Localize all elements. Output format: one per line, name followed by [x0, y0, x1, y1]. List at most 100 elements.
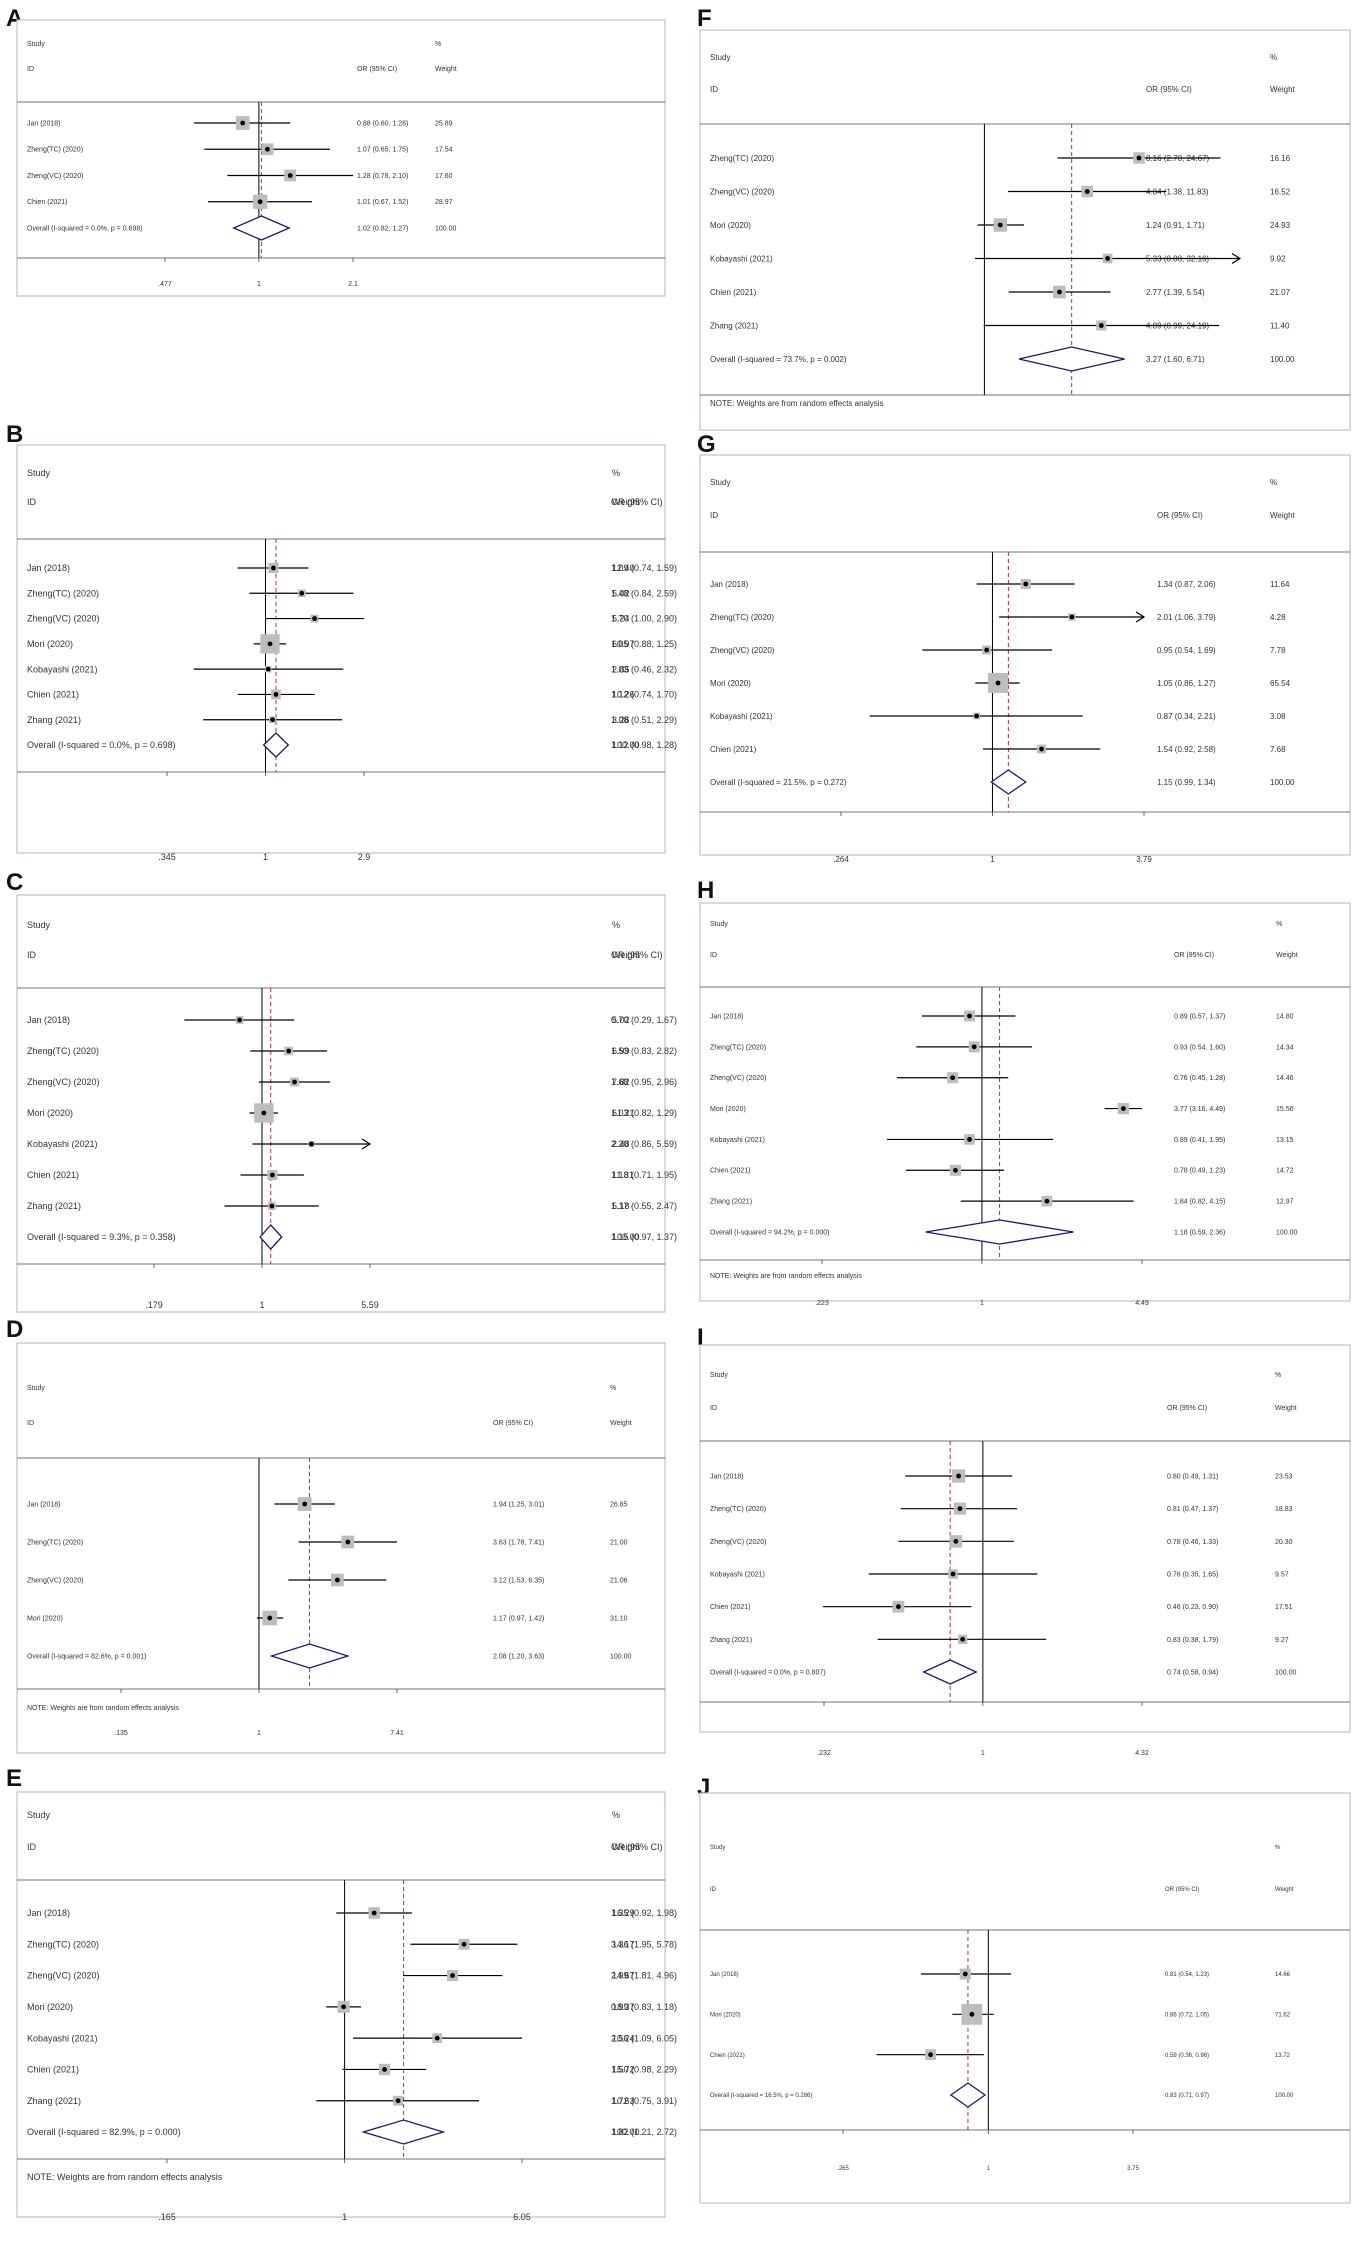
header-study: Study	[710, 53, 730, 62]
study-ci-text: 4.04 (1.38, 11.83)	[1146, 187, 1209, 196]
study-label: Kobayashi (2021)	[27, 664, 98, 674]
overall-label: Overall (I-squared = 82.6%, p = 0.001)	[27, 1653, 146, 1660]
header-id: ID	[710, 952, 717, 959]
study-point	[969, 2011, 975, 2017]
study-weight-text: 5.02	[612, 588, 630, 598]
header-percent: %	[1270, 478, 1277, 487]
study-weight-text: 7.68	[1270, 745, 1286, 754]
study-ci-text: 3.77 (3.16, 4.49)	[1174, 1106, 1225, 1113]
study-weight-text: 16.16	[1270, 154, 1291, 163]
study-weight-text: 15.56	[1276, 1106, 1294, 1113]
study-ci-text: 1.54 (0.92, 2.58)	[1157, 745, 1216, 754]
overall-weight-text: 100.00	[1275, 2093, 1294, 2099]
study-ci-text: 0.89 (0.41, 1.95)	[1174, 1137, 1225, 1144]
study-point	[962, 1971, 968, 1977]
overall-label: Overall (I-squared = 94.2%, p = 0.000)	[710, 1229, 829, 1236]
study-label: Zheng(VC) (2020)	[710, 1539, 766, 1546]
header-weight: Weight	[1275, 1405, 1297, 1412]
study-point	[267, 641, 273, 647]
study-point	[1098, 323, 1104, 328]
study-label: Jan (2018)	[27, 563, 70, 573]
study-ci-text: 1.68 (0.95, 2.96)	[611, 1077, 677, 1087]
study-weight-text: 7.82	[612, 1077, 630, 1087]
header-measure: OR (95% CI)	[493, 1420, 533, 1427]
study-weight-text: 17.60	[435, 173, 453, 180]
study-ci-text: 3.12 (1.53, 6.35)	[493, 1577, 544, 1584]
study-label: Chien (2021)	[710, 745, 757, 754]
study-point	[287, 173, 293, 178]
study-point	[971, 1044, 977, 1050]
study-label: Zhang (2021)	[710, 1637, 752, 1644]
header-weight: Weight	[435, 66, 457, 73]
study-weight-text: 20.30	[1275, 1539, 1293, 1546]
study-weight-text: 11.40	[1270, 321, 1290, 330]
study-point	[950, 1571, 956, 1577]
study-point	[257, 199, 263, 205]
study-ci-text: 0.59 (0.36, 0.96)	[1165, 2053, 1209, 2059]
study-ci-text: 0.81 (0.54, 1.23)	[1165, 1972, 1209, 1978]
study-weight-text: 17.51	[1275, 1604, 1293, 1611]
panel-letter: G	[697, 431, 716, 458]
study-label: Kobayashi (2021)	[710, 1137, 765, 1144]
study-ci-text: 1.34 (0.87, 2.06)	[1157, 580, 1216, 589]
study-weight-text: 14.67	[612, 1971, 635, 1981]
forest-panel-g: G Study ID% OR (95% CI) Weight Jan (2018) 1.34…	[697, 431, 1351, 864]
study-weight-text: 6.99	[612, 1046, 630, 1056]
study-point	[1057, 289, 1062, 295]
overall-diamond	[262, 732, 290, 758]
overall-ci-text: 0.74 (0.58, 0.94)	[1167, 1669, 1218, 1676]
header-study: Study	[710, 478, 730, 487]
overall-diamond	[922, 1659, 978, 1685]
study-label: Zheng(TC) (2020)	[710, 613, 774, 622]
study-label: Chien (2021)	[27, 2065, 79, 2075]
forest-panel-i: I Study ID% OR (95% CI) Weight Jan (2018) 0.80…	[697, 1324, 1351, 1757]
panel-frame	[699, 1792, 1351, 2204]
forest-panel-b: B Study ID% OR (95% CI)Weight Jan (2018) 1.09…	[6, 421, 677, 862]
x-tick-label: 3.79	[1136, 855, 1152, 864]
header-id: ID	[27, 66, 34, 73]
header-id: ID	[710, 1887, 717, 1893]
x-tick-label: .345	[158, 852, 176, 862]
study-ci-text: 1.17 (0.55, 2.47)	[611, 1201, 677, 1211]
header-id: ID	[27, 1420, 34, 1427]
study-weight-text: 17.54	[435, 147, 453, 154]
study-ci-text: 1.24 (0.91, 1.71)	[1146, 221, 1205, 230]
study-label: Jan (2018)	[710, 1972, 739, 1978]
overall-weight-text: 100.00	[1276, 1229, 1298, 1236]
study-weight-text: 9.27	[1275, 1637, 1289, 1644]
overall-label: Overall (I-squared = 16.5%, p = 0.286)	[710, 2093, 812, 2099]
study-weight-text: 9.57	[1275, 1571, 1289, 1578]
header-measure: OR (95% CI)	[611, 497, 663, 507]
study-weight-text: 10.24	[612, 2033, 635, 2043]
overall-ci-text: 3.27 (1.60, 6.71)	[1146, 355, 1205, 364]
study-point	[261, 1110, 267, 1116]
header-study: Study	[710, 921, 728, 928]
study-point	[1136, 155, 1142, 161]
study-label: Kobayashi (2021)	[710, 712, 773, 721]
header-percent: %	[435, 41, 441, 48]
overall-diamond	[925, 1219, 1074, 1245]
header-study: Study	[710, 1845, 725, 1851]
study-point	[267, 1615, 273, 1621]
header-weight: Weight	[1270, 511, 1296, 520]
header-weight: Weight	[1276, 952, 1298, 959]
header-weight: Weight	[612, 1842, 640, 1852]
study-label: Zheng(TC) (2020)	[27, 147, 83, 154]
study-weight-text: 65.54	[1270, 679, 1291, 688]
study-weight-text: 3.08	[1270, 712, 1286, 721]
overall-diamond	[259, 1224, 283, 1250]
study-label: Chien (2021)	[710, 1604, 750, 1611]
study-label: Kobayashi (2021)	[710, 254, 773, 263]
header-id: ID	[27, 1842, 37, 1852]
study-weight-text: 3.26	[612, 715, 630, 725]
study-ci-text: 1.84 (0.82, 4.15)	[1174, 1199, 1225, 1206]
study-label: Zheng(VC) (2020)	[27, 614, 100, 624]
study-point	[240, 120, 246, 126]
study-weight-text: 14.46	[1276, 1075, 1294, 1082]
study-weight-text: 18.37	[612, 2002, 635, 2012]
x-tick-label: 2.1	[348, 281, 358, 288]
study-point	[434, 2035, 440, 2041]
x-tick-label: 1	[987, 2166, 991, 2172]
study-weight-text: 10.26	[612, 690, 635, 700]
header-percent: %	[610, 1385, 616, 1392]
